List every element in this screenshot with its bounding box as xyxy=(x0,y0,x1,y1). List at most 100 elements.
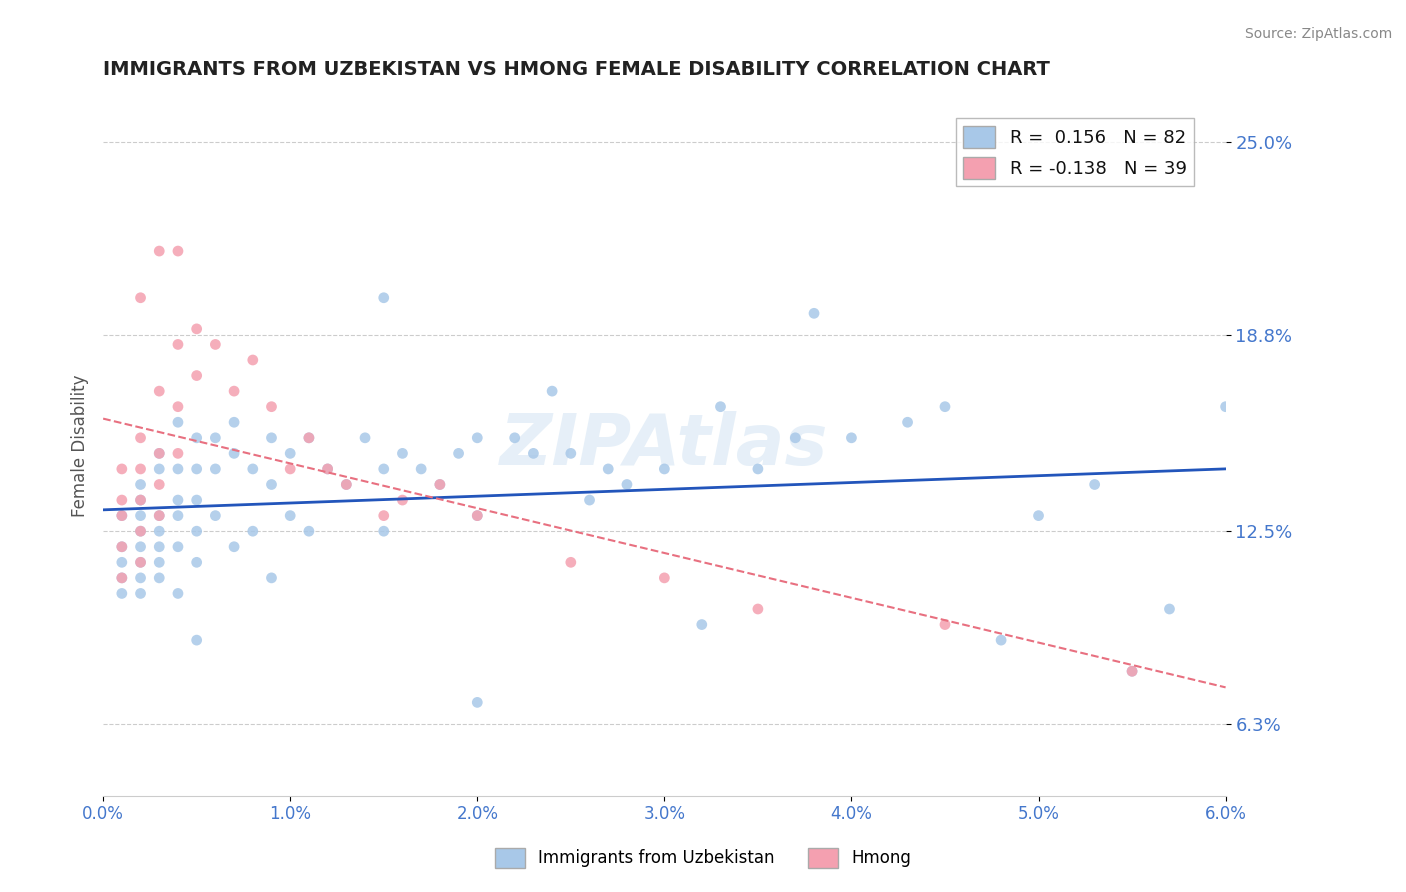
Point xyxy=(167,540,190,554)
Point xyxy=(129,462,152,476)
Point xyxy=(335,477,357,491)
Point xyxy=(111,571,134,585)
Point xyxy=(129,586,152,600)
Point xyxy=(747,602,769,616)
Point xyxy=(129,524,152,539)
Point xyxy=(429,477,451,491)
Point xyxy=(465,508,488,523)
Legend: R =  0.156   N = 82, R = -0.138   N = 39: R = 0.156 N = 82, R = -0.138 N = 39 xyxy=(956,119,1194,186)
Point xyxy=(616,477,638,491)
Point xyxy=(503,431,526,445)
Point xyxy=(148,508,170,523)
Point xyxy=(186,524,208,539)
Point xyxy=(411,462,433,476)
Point xyxy=(354,431,377,445)
Point xyxy=(186,368,208,383)
Point xyxy=(129,493,152,508)
Point xyxy=(391,446,413,460)
Point xyxy=(560,555,582,569)
Point xyxy=(186,462,208,476)
Point xyxy=(186,322,208,336)
Point xyxy=(373,291,395,305)
Point xyxy=(316,462,339,476)
Point xyxy=(298,431,321,445)
Point xyxy=(278,462,301,476)
Point xyxy=(129,555,152,569)
Point xyxy=(298,431,321,445)
Point xyxy=(1121,665,1143,679)
Point xyxy=(148,571,170,585)
Point xyxy=(148,540,170,554)
Point xyxy=(373,462,395,476)
Y-axis label: Female Disability: Female Disability xyxy=(72,375,89,516)
Point xyxy=(148,446,170,460)
Point xyxy=(204,462,226,476)
Point xyxy=(465,695,488,709)
Point xyxy=(186,555,208,569)
Point xyxy=(541,384,564,398)
Point xyxy=(335,477,357,491)
Legend: Immigrants from Uzbekistan, Hmong: Immigrants from Uzbekistan, Hmong xyxy=(488,841,918,875)
Point xyxy=(167,446,190,460)
Point xyxy=(747,462,769,476)
Point xyxy=(447,446,470,460)
Point xyxy=(186,633,208,648)
Point xyxy=(111,508,134,523)
Point xyxy=(129,477,152,491)
Point xyxy=(222,540,245,554)
Point xyxy=(186,493,208,508)
Point xyxy=(990,633,1012,648)
Point xyxy=(896,415,918,429)
Point xyxy=(465,508,488,523)
Point xyxy=(129,524,152,539)
Text: ZIPAtlas: ZIPAtlas xyxy=(501,411,828,480)
Point xyxy=(690,617,713,632)
Point xyxy=(465,431,488,445)
Point xyxy=(222,384,245,398)
Point xyxy=(1028,508,1050,523)
Point xyxy=(278,446,301,460)
Point xyxy=(260,571,283,585)
Point xyxy=(129,571,152,585)
Point xyxy=(129,555,152,569)
Point xyxy=(129,508,152,523)
Point xyxy=(111,571,134,585)
Point xyxy=(260,477,283,491)
Point xyxy=(841,431,863,445)
Point xyxy=(148,462,170,476)
Point xyxy=(242,462,264,476)
Point xyxy=(429,477,451,491)
Point xyxy=(242,353,264,368)
Point xyxy=(654,571,676,585)
Point xyxy=(186,431,208,445)
Point xyxy=(111,586,134,600)
Text: IMMIGRANTS FROM UZBEKISTAN VS HMONG FEMALE DISABILITY CORRELATION CHART: IMMIGRANTS FROM UZBEKISTAN VS HMONG FEMA… xyxy=(103,60,1050,78)
Point xyxy=(934,617,956,632)
Point xyxy=(167,493,190,508)
Point xyxy=(242,524,264,539)
Point xyxy=(1084,477,1107,491)
Point xyxy=(111,540,134,554)
Point xyxy=(167,462,190,476)
Point xyxy=(803,306,825,320)
Point xyxy=(148,555,170,569)
Point xyxy=(278,508,301,523)
Point xyxy=(129,540,152,554)
Point xyxy=(204,337,226,351)
Point xyxy=(391,493,413,508)
Point xyxy=(111,540,134,554)
Point xyxy=(111,508,134,523)
Point xyxy=(148,524,170,539)
Point xyxy=(222,446,245,460)
Point xyxy=(204,431,226,445)
Point xyxy=(111,493,134,508)
Point xyxy=(598,462,620,476)
Point xyxy=(167,586,190,600)
Point xyxy=(560,446,582,460)
Point xyxy=(785,431,807,445)
Point xyxy=(373,524,395,539)
Point xyxy=(167,400,190,414)
Point xyxy=(204,508,226,523)
Point xyxy=(373,508,395,523)
Point xyxy=(129,291,152,305)
